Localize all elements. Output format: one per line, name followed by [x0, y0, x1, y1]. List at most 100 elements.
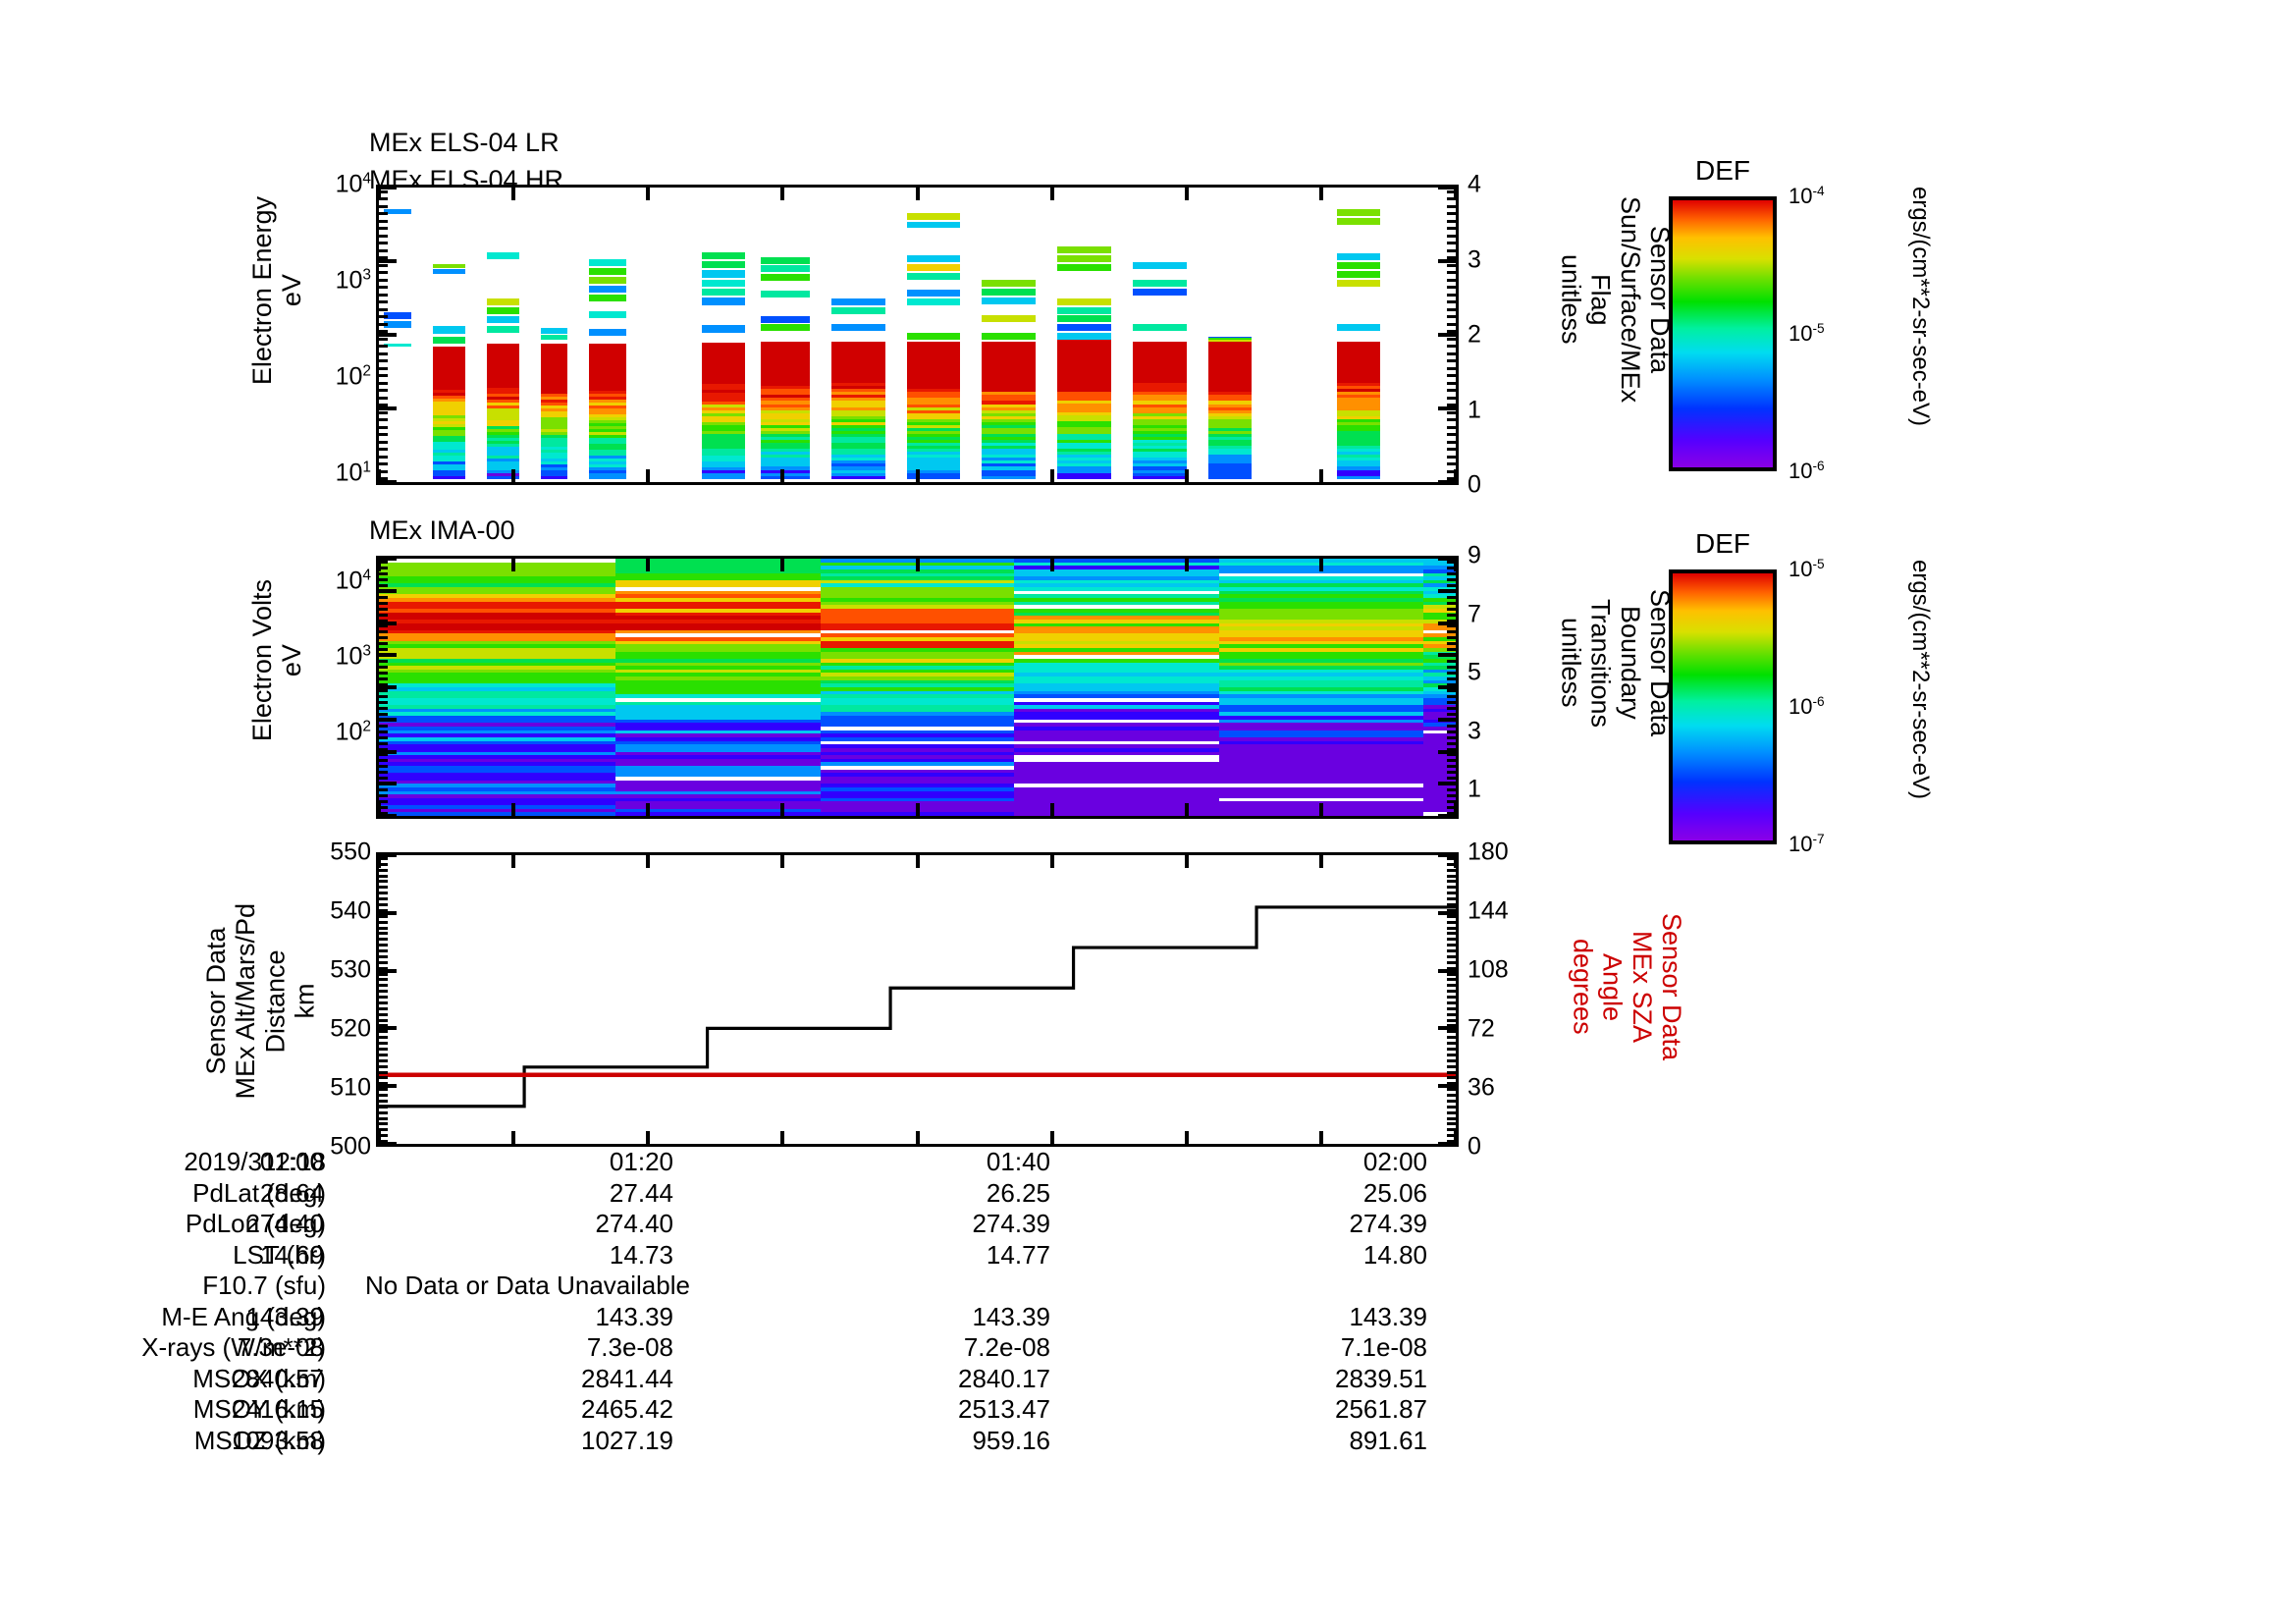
spectro-band: [820, 690, 1015, 696]
spectro-band: [982, 449, 1037, 454]
spectro-band: [906, 364, 961, 369]
spectro-band: [1132, 409, 1187, 414]
spectro-band: [702, 402, 745, 406]
panel1-spectrogram[interactable]: [376, 185, 1459, 485]
panel2-spectrogram[interactable]: [376, 556, 1459, 819]
spectro-band: [1218, 716, 1424, 721]
spectro-band: [432, 326, 465, 335]
ytick-minor: [379, 212, 388, 216]
spectro-band: [820, 662, 1015, 667]
ytick-minor: [1447, 433, 1456, 437]
spectro-band: [379, 633, 616, 638]
spectro-band: [1014, 727, 1219, 731]
spectro-band: [432, 461, 465, 465]
spectro-band: [906, 332, 961, 340]
spectro-band: [1132, 395, 1187, 400]
spectro-band: [379, 766, 616, 771]
ytick-minor: [379, 234, 388, 238]
xtick-major: [511, 188, 516, 200]
spectro-band: [702, 428, 745, 433]
spectro-band: [820, 651, 1015, 657]
spectro-band: [1207, 463, 1252, 468]
ytick-minor: [1447, 1001, 1456, 1004]
spectro-band: [1423, 805, 1456, 810]
spectro-band: [820, 679, 1015, 685]
spectro-band: [1207, 377, 1252, 381]
spectro-band: [1337, 323, 1381, 331]
spectro-band: [1423, 794, 1456, 799]
spectro-band: [432, 444, 465, 449]
ytick-minor: [1447, 212, 1456, 216]
spectro-band: [1423, 666, 1456, 671]
ytick-minor: [1447, 1012, 1456, 1016]
ytick-minor: [379, 219, 388, 223]
spectro-band: [1014, 801, 1219, 806]
spectro-band: [1057, 373, 1111, 377]
ytick-minor: [379, 607, 388, 611]
spectro-band: [540, 355, 567, 359]
spectro-band: [982, 409, 1037, 414]
spectro-band: [1423, 736, 1456, 742]
spectro-band: [1423, 633, 1456, 638]
ytick-minor: [1447, 990, 1456, 994]
ytick-minor: [379, 263, 388, 267]
spectro-band: [830, 361, 885, 366]
ytick-minor: [1447, 396, 1456, 400]
spectro-band: [1218, 640, 1424, 646]
spectro-band: [1132, 469, 1187, 474]
ytick-minor: [379, 672, 388, 676]
spectro-band: [761, 455, 810, 460]
spectro-band: [830, 409, 885, 414]
spectro-band: [1337, 377, 1381, 381]
ytick-minor: [1447, 227, 1456, 231]
spectro-band: [1218, 705, 1424, 710]
spectro-band: [1014, 583, 1219, 588]
spectro-band: [906, 377, 961, 381]
ytick-minor: [379, 712, 388, 716]
spectro-band: [1218, 744, 1424, 749]
ytick-minor: [1447, 642, 1456, 646]
ytick-major: [379, 259, 397, 263]
spectro-band: [379, 755, 616, 760]
spectro-band: [1218, 616, 1424, 621]
spectro-band: [1057, 332, 1111, 340]
ytick-minor: [1447, 404, 1456, 407]
spectro-band: [486, 350, 519, 353]
ytick-minor: [379, 389, 388, 393]
spectro-band: [1132, 466, 1187, 471]
spectro-band: [1218, 568, 1424, 574]
spectro-band: [1207, 449, 1252, 454]
ytick-minor: [1447, 1058, 1456, 1062]
spectro-band: [588, 466, 627, 471]
spectro-band: [820, 705, 1015, 710]
spectro-band: [1014, 694, 1219, 699]
ytick-minor: [1447, 583, 1456, 587]
spectro-gap: [1218, 784, 1424, 788]
spectro-band: [906, 472, 961, 477]
spectro-band: [830, 475, 885, 480]
spectro-band: [702, 270, 745, 278]
spectro-band: [1337, 469, 1381, 474]
spectro-band: [588, 407, 627, 412]
ytick-minor: [379, 926, 388, 930]
spectro-band: [588, 431, 627, 436]
spectro-band: [1207, 344, 1252, 349]
spectro-band: [379, 655, 616, 660]
spectro-band: [1207, 475, 1252, 480]
ytick-minor: [1447, 741, 1456, 745]
ytick-minor: [1447, 666, 1456, 670]
spectro-band: [830, 307, 885, 314]
spectro-band: [486, 422, 519, 427]
spectro-band: [1207, 415, 1252, 420]
xtick-major: [646, 803, 651, 816]
panel3-lineplot[interactable]: [376, 852, 1459, 1147]
colorbar-1[interactable]: DEF 10-4 10-5 10-6 ergs/(cm**2-sr-sec-eV…: [1669, 155, 1934, 483]
spectro-band: [982, 350, 1037, 354]
colorbar-2[interactable]: DEF 10-5 10-6 10-7 ergs/(cm**2-sr-sec-eV…: [1669, 528, 1934, 856]
spectro-band: [1057, 379, 1111, 384]
colorbar-1-title: DEF: [1695, 155, 1750, 186]
ytick-minor: [1447, 577, 1456, 581]
spectro-band: [906, 415, 961, 420]
spectro-band: [1132, 418, 1187, 423]
spectro-band: [432, 472, 465, 477]
